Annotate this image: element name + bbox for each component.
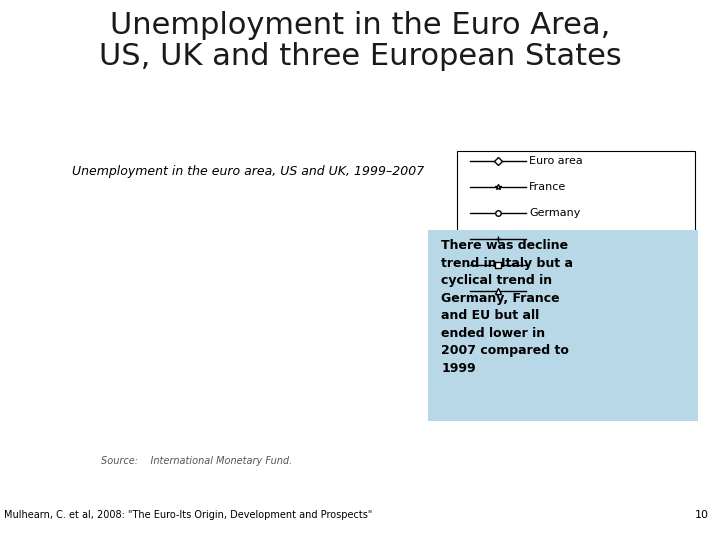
Text: Unemployment in the euro area, US and UK, 1999–2007: Unemployment in the euro area, US and UK… (72, 165, 424, 178)
Text: Euro area: Euro area (529, 156, 583, 166)
Text: Italy: Italy (529, 234, 554, 244)
Text: Germany: Germany (529, 208, 580, 218)
Text: US: US (529, 260, 544, 269)
Text: France: France (529, 182, 567, 192)
Text: UK: UK (529, 286, 544, 295)
Text: Mulhearn, C. et al, 2008: "The Euro-Its Origin, Development and Prospects": Mulhearn, C. et al, 2008: "The Euro-Its … (4, 510, 372, 521)
Text: Source:    International Monetary Fund.: Source: International Monetary Fund. (101, 456, 292, 467)
Text: Unemployment in the Euro Area,
US, UK and three European States: Unemployment in the Euro Area, US, UK an… (99, 11, 621, 71)
Text: There was decline
trend in Italy but a
cyclical trend in
Germany, France
and EU : There was decline trend in Italy but a c… (441, 239, 573, 375)
Text: 10: 10 (696, 510, 709, 521)
